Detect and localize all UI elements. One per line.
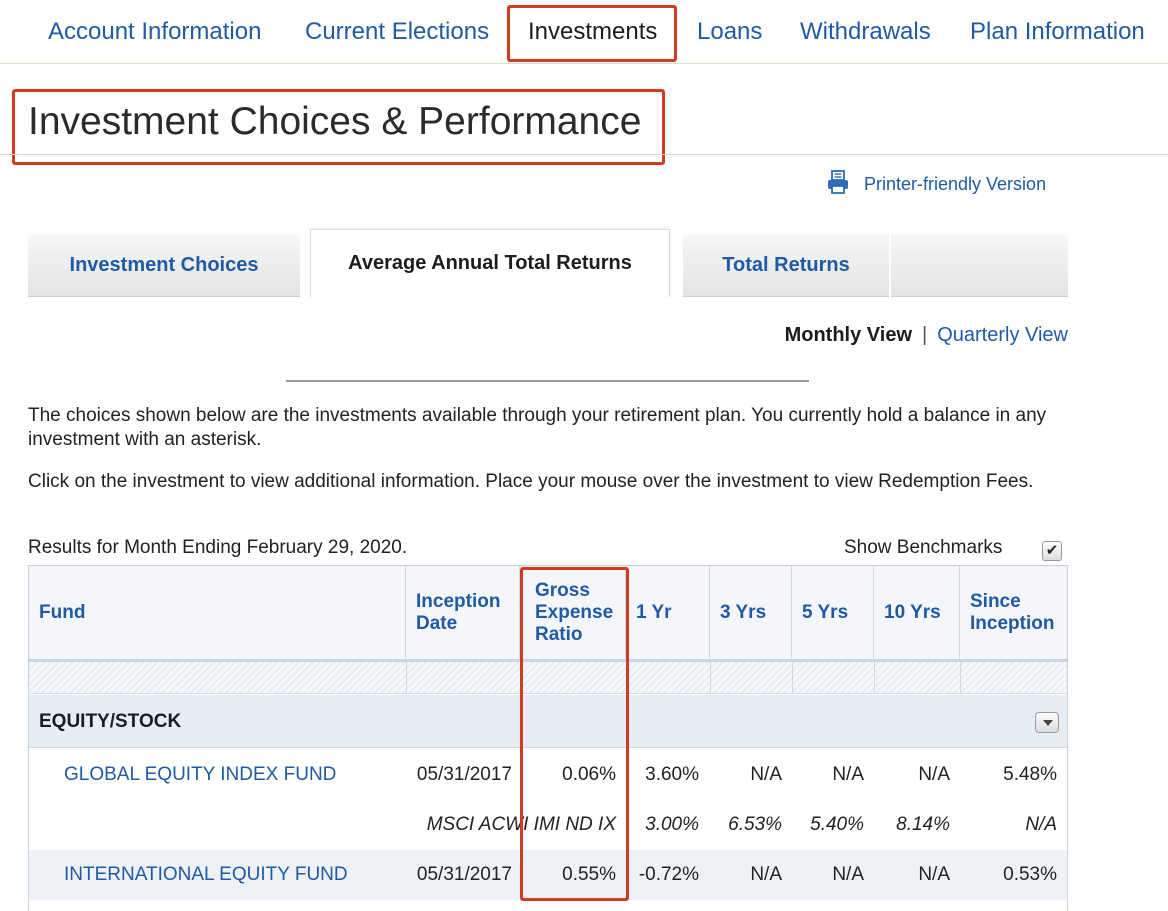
table-row: GLOBAL EQUITY INDEX FUND 05/31/2017 0.06…	[29, 750, 1067, 800]
printer-icon	[826, 169, 852, 200]
return-10yrs-cell: N/A	[918, 864, 950, 885]
intro-paragraph: The choices shown below are the investme…	[28, 405, 1047, 450]
table-header: Fund Inception Date Gross Expense Ratio 1 Y…	[29, 565, 1067, 662]
header-fund[interactable]: Fund	[29, 566, 406, 660]
fund-link[interactable]: GLOBAL EQUITY INDEX FUND	[64, 764, 337, 785]
monthly-view-label: Monthly View	[784, 324, 912, 346]
section-divider	[286, 380, 809, 382]
benchmark-3yrs-cell: 6.53%	[728, 814, 782, 835]
table-row: INTERNATIONAL EQUITY FUND 05/31/2017 0.5…	[29, 850, 1067, 900]
return-1yr-cell: -0.72%	[638, 864, 699, 885]
header-since-inception[interactable]: Since Inception	[970, 591, 1055, 634]
benchmark-10yrs-cell: 8.14%	[896, 814, 950, 835]
tab-total-returns[interactable]: Total Returns	[683, 235, 889, 297]
inception-date-cell: 05/31/2017	[416, 764, 512, 785]
return-since-inception-cell: 0.53%	[1003, 864, 1057, 885]
tab-empty-filler	[891, 235, 1068, 297]
title-divider	[0, 154, 1168, 155]
header-1yr[interactable]: 1 Yr	[626, 566, 710, 660]
quarterly-view-link[interactable]: Quarterly View	[937, 324, 1068, 346]
tab-bar: Investment Choices Average Annual Total …	[28, 229, 1068, 297]
instructions-paragraph: Click on the investment to view addition…	[28, 471, 1034, 492]
tab-average-annual-total-returns[interactable]: Average Annual Total Returns	[310, 229, 670, 297]
fund-link[interactable]: INTERNATIONAL EQUITY FUND	[64, 864, 348, 885]
printer-friendly-label: Printer-friendly Version	[864, 173, 1047, 194]
performance-table: Fund Inception Date Gross Expense Ratio 1 Y…	[28, 565, 1068, 911]
benchmark-5yrs-cell: 5.40%	[810, 814, 864, 835]
nav-investments[interactable]: Investments	[528, 18, 658, 45]
return-1yr-cell: 3.60%	[645, 764, 699, 785]
expense-ratio-cell: 0.55%	[562, 864, 616, 885]
nav-account-information[interactable]: Account Information	[48, 18, 262, 45]
view-toggle: Monthly View | Quarterly View	[785, 324, 1068, 347]
nav-plan-information[interactable]: Plan Information	[970, 18, 1145, 45]
printer-friendly-link[interactable]: Printer-friendly Version	[826, 169, 1047, 200]
header-gross-expense-ratio[interactable]: Gross Expense Ratio	[520, 566, 626, 660]
category-label: EQUITY/STOCK	[39, 711, 182, 732]
header-3yrs[interactable]: 3 Yrs	[710, 566, 792, 660]
benchmark-1yr-cell: 3.00%	[645, 814, 699, 835]
return-since-inception-cell: 5.48%	[1003, 764, 1057, 785]
nav-loans[interactable]: Loans	[697, 18, 763, 45]
benchmark-row: MSCI ACWI IMI ND IX 3.00% 6.53% 5.40% 8.…	[29, 800, 1067, 850]
header-10yrs[interactable]: 10 Yrs	[874, 566, 960, 660]
expense-ratio-cell: 0.06%	[562, 764, 616, 785]
tab-investment-choices[interactable]: Investment Choices	[28, 235, 300, 297]
show-benchmarks-label: Show Benchmarks	[844, 537, 1003, 558]
page-title: Investment Choices & Performance	[28, 100, 642, 143]
category-equity-stock: EQUITY/STOCK	[29, 695, 1067, 748]
return-5yrs-cell: N/A	[832, 764, 864, 785]
nav-current-elections[interactable]: Current Elections	[305, 18, 490, 45]
return-3yrs-cell: N/A	[750, 864, 782, 885]
header-inception-date[interactable]: Inception Date	[406, 566, 520, 660]
top-nav: Account Information Current Elections In…	[0, 0, 1168, 64]
header-filter-row	[29, 662, 1067, 694]
return-10yrs-cell: N/A	[918, 764, 950, 785]
return-5yrs-cell: N/A	[832, 864, 864, 885]
header-5yrs[interactable]: 5 Yrs	[792, 566, 874, 660]
inception-date-cell: 05/31/2017	[416, 864, 512, 885]
category-collapse-button[interactable]	[1035, 712, 1059, 733]
view-separator: |	[922, 324, 928, 346]
nav-withdrawals[interactable]: Withdrawals	[800, 18, 931, 45]
show-benchmarks-checkbox[interactable]: ✔	[1042, 541, 1062, 561]
return-3yrs-cell: N/A	[750, 764, 782, 785]
benchmark-name-cell: MSCI ACWI IMI ND IX	[426, 814, 616, 835]
results-date-label: Results for Month Ending February 29, 20…	[28, 537, 408, 558]
benchmark-since-inception-cell: N/A	[1025, 814, 1057, 835]
